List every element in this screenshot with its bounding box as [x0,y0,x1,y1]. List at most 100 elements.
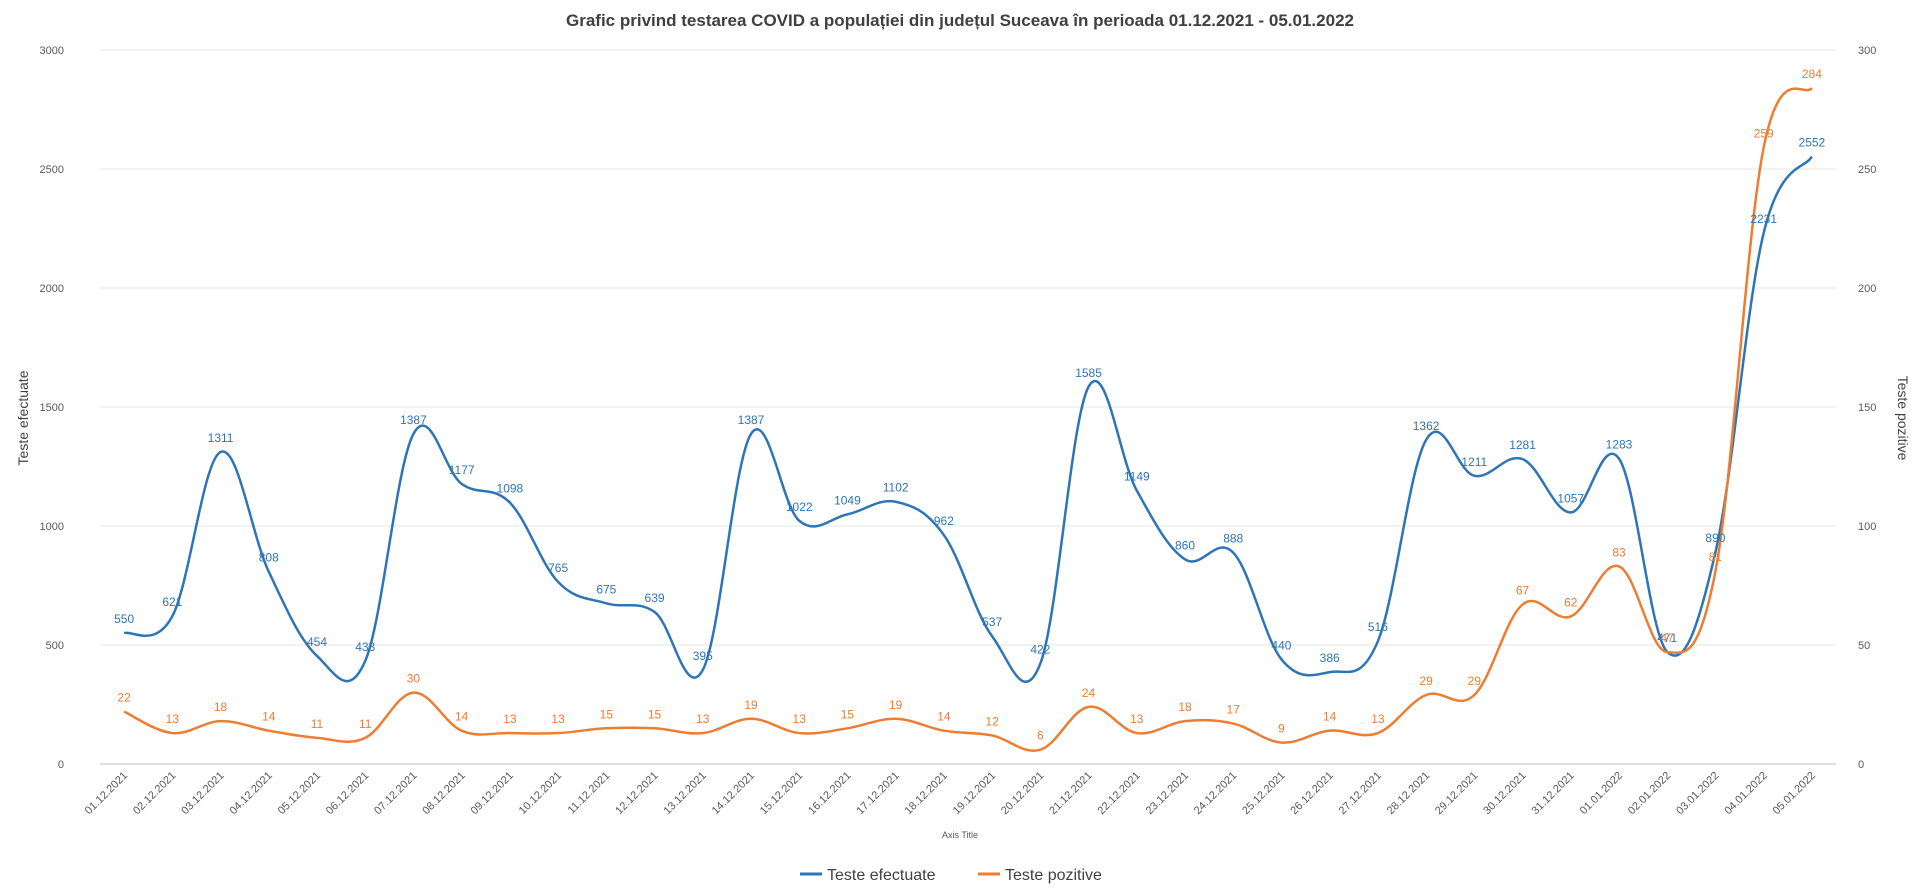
data-label: 14 [455,710,469,724]
data-label: 433 [355,640,375,654]
data-label: 537 [982,615,1002,629]
data-label: 15 [841,707,855,721]
x-tick-label: 08.12.2021 [420,770,467,817]
x-tick-label: 04.01.2022 [1722,770,1769,817]
y-axis-left: 0 500 1000 1500 2000 2500 3000 [40,45,64,771]
x-tick-label: 28.12.2021 [1385,770,1432,817]
data-label: 22 [117,691,131,705]
x-axis: 01.12.2021 02.12.2021 03.12.2021 04.12.2021… [83,770,1818,817]
data-label: 395 [693,649,713,663]
legend-label-teste-pozitive: Teste pozitive [1005,867,1102,884]
x-tick-label: 06.12.2021 [324,770,371,817]
data-label: 890 [1705,531,1725,545]
data-label: 1149 [1124,470,1150,484]
x-tick-label: 31.12.2021 [1529,770,1576,817]
x-tick-label: 29.12.2021 [1433,770,1480,817]
data-label: 13 [696,712,710,726]
data-label: 11 [359,717,372,731]
data-label: 13 [551,712,565,726]
y-left-tick-label: 2500 [40,164,64,176]
y-right-tick-label: 150 [1858,402,1876,414]
data-label: 639 [645,591,665,605]
data-label: 675 [596,582,616,596]
data-label: 962 [934,514,954,528]
data-label: 259 [1754,127,1774,141]
x-tick-label: 23.12.2021 [1144,770,1191,817]
data-label: 24 [1082,686,1096,700]
data-label: 47 [1661,631,1675,645]
data-label: 2552 [1799,136,1826,150]
x-tick-label: 16.12.2021 [806,770,853,817]
data-label: 18 [1178,700,1192,714]
x-tick-label: 07.12.2021 [372,770,419,817]
x-tick-label: 19.12.2021 [951,770,998,817]
data-label: 888 [1223,532,1243,546]
x-tick-label: 13.12.2021 [661,770,708,817]
data-label: 13 [793,712,807,726]
y-left-tick-label: 3000 [40,45,64,57]
data-label: 14 [262,710,276,724]
data-label: 29 [1419,674,1433,688]
x-tick-label: 02.12.2021 [131,770,178,817]
y-right-tick-label: 250 [1858,164,1876,176]
data-label: 13 [166,712,180,726]
data-label: 284 [1802,67,1822,81]
data-label: 62 [1564,595,1578,609]
x-tick-label: 03.01.2022 [1674,770,1721,817]
data-label: 83 [1612,545,1626,559]
data-label: 1102 [883,481,909,495]
data-label: 1057 [1557,491,1584,505]
data-label: 1177 [449,463,475,477]
y-left-tick-label: 1500 [40,402,64,414]
x-tick-label: 09.12.2021 [469,770,516,817]
legend: Teste efectuate Teste pozitive [800,867,1102,884]
x-tick-label: 04.12.2021 [227,770,274,817]
x-tick-label: 15.12.2021 [758,770,805,817]
data-label: 6 [1037,729,1044,743]
data-label: 454 [307,635,327,649]
data-label: 422 [1030,643,1050,657]
x-tick-label: 03.12.2021 [179,770,226,817]
data-label: 860 [1175,538,1195,552]
data-label: 1049 [834,493,861,507]
y-right-tick-label: 50 [1858,640,1870,652]
data-label: 516 [1368,620,1388,634]
x-tick-label: 17.12.2021 [854,770,901,817]
data-label: 11 [311,717,324,731]
y-axis-right: 0 50 100 150 200 250 300 [1858,45,1876,771]
chart-title: Grafic privind testarea COVID a populați… [566,11,1354,30]
x-tick-label: 25.12.2021 [1240,770,1287,817]
y-left-tick-label: 0 [58,759,64,771]
data-label: 386 [1320,651,1340,665]
data-label: 30 [407,672,421,686]
data-label: 81 [1709,550,1723,564]
x-tick-label: 26.12.2021 [1288,770,1335,817]
data-label: 18 [214,700,228,714]
x-tick-label: 11.12.2021 [566,770,613,817]
data-label: 12 [985,714,999,728]
data-label: 19 [889,698,903,712]
x-tick-label: 02.01.2022 [1626,770,1673,817]
data-label: 2231 [1750,212,1777,226]
x-tick-label: 22.12.2021 [1095,770,1142,817]
data-label: 17 [1227,703,1241,717]
x-axis-title: Axis Title [942,830,978,840]
series-line-teste-efectuate [123,155,1813,683]
x-tick-label: 12.12.2021 [613,770,660,817]
x-tick-label: 01.12.2021 [83,770,130,817]
y-right-tick-label: 100 [1858,521,1876,533]
data-label: 29 [1468,674,1482,688]
x-tick-label: 01.01.2022 [1578,770,1625,817]
data-label: 67 [1516,584,1530,598]
data-label: 765 [548,561,568,575]
x-tick-label: 05.12.2021 [276,770,323,817]
x-tick-label: 27.12.2021 [1337,770,1384,817]
x-tick-label: 20.12.2021 [999,770,1046,817]
data-label: 14 [937,710,951,724]
data-label: 13 [503,712,517,726]
data-label: 550 [114,612,134,626]
data-label: 1281 [1509,438,1536,452]
y-right-tick-label: 300 [1858,45,1876,57]
